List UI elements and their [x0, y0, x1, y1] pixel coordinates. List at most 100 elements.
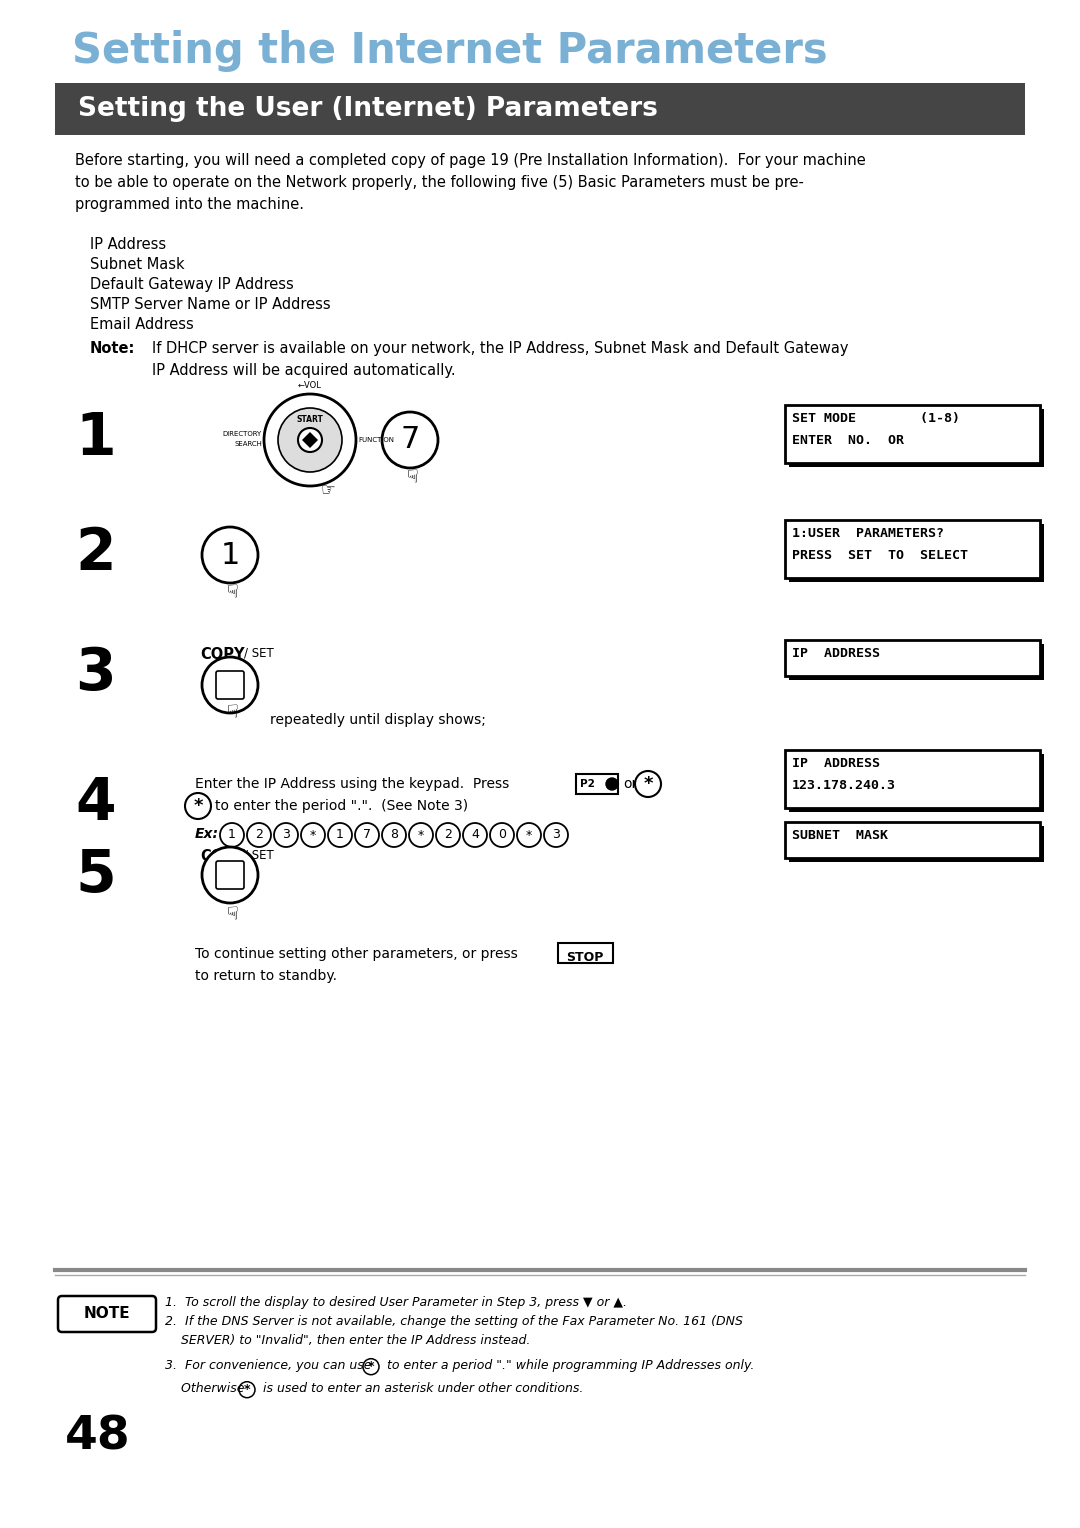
- Circle shape: [382, 413, 438, 468]
- Circle shape: [185, 793, 211, 819]
- Text: 1: 1: [75, 410, 116, 468]
- Text: ☞: ☞: [221, 905, 239, 921]
- Text: *: *: [244, 1383, 251, 1397]
- Text: *: *: [193, 798, 203, 814]
- Text: 4: 4: [75, 775, 116, 833]
- Bar: [55, 83, 1025, 134]
- Circle shape: [220, 824, 244, 847]
- Text: Enter the IP Address using the keypad.  Press: Enter the IP Address using the keypad. P…: [195, 778, 510, 792]
- Text: / SET: / SET: [244, 646, 273, 660]
- Text: is used to enter an asterisk under other conditions.: is used to enter an asterisk under other…: [259, 1381, 583, 1395]
- Text: 1:USER  PARAMETERS?: 1:USER PARAMETERS?: [792, 527, 944, 539]
- Text: *: *: [644, 775, 652, 793]
- FancyBboxPatch shape: [216, 860, 244, 889]
- Circle shape: [328, 824, 352, 847]
- Text: / SET: / SET: [244, 850, 273, 862]
- Text: 7: 7: [401, 425, 420, 454]
- Text: IP  ADDRESS: IP ADDRESS: [792, 756, 880, 770]
- Text: to be able to operate on the Network properly, the following five (5) Basic Para: to be able to operate on the Network pro…: [75, 176, 804, 189]
- Bar: [789, 524, 1044, 582]
- Text: *: *: [418, 828, 424, 842]
- Text: Ex:: Ex:: [195, 827, 219, 840]
- Bar: [785, 520, 1040, 578]
- Text: 123.178.240.3: 123.178.240.3: [792, 779, 896, 792]
- Text: 2.  If the DNS Server is not available, change the setting of the Fax Parameter : 2. If the DNS Server is not available, c…: [165, 1316, 743, 1328]
- Text: To continue setting other parameters, or press: To continue setting other parameters, or…: [195, 947, 517, 961]
- Text: ☞: ☞: [321, 481, 336, 500]
- Text: 8: 8: [390, 828, 399, 842]
- Text: to return to standby.: to return to standby.: [195, 969, 337, 983]
- Circle shape: [239, 1381, 255, 1398]
- FancyBboxPatch shape: [58, 1296, 156, 1332]
- Bar: [785, 750, 1040, 808]
- Text: *: *: [368, 1360, 375, 1374]
- Text: to enter a period "." while programming IP Addresses only.: to enter a period "." while programming …: [383, 1358, 754, 1372]
- Circle shape: [409, 824, 433, 847]
- Text: Subnet Mask: Subnet Mask: [90, 257, 185, 272]
- Circle shape: [202, 527, 258, 584]
- Bar: [558, 943, 613, 963]
- Text: Email Address: Email Address: [90, 316, 193, 332]
- Text: 1: 1: [336, 828, 343, 842]
- Text: to enter the period ".".  (See Note 3): to enter the period ".". (See Note 3): [215, 799, 468, 813]
- Circle shape: [363, 1358, 379, 1375]
- Text: 4: 4: [471, 828, 478, 842]
- Text: 1.  To scroll the display to desired User Parameter in Step 3, press ▼ or ▲.: 1. To scroll the display to desired User…: [165, 1296, 627, 1309]
- Text: 2: 2: [75, 526, 116, 582]
- Circle shape: [355, 824, 379, 847]
- Text: COPY: COPY: [200, 646, 244, 662]
- Circle shape: [517, 824, 541, 847]
- Text: SEARCH: SEARCH: [234, 442, 262, 448]
- Text: START: START: [297, 416, 323, 423]
- Text: ☞: ☞: [221, 584, 239, 599]
- Circle shape: [298, 428, 322, 452]
- Text: 3.  For convenience, you can use: 3. For convenience, you can use: [165, 1358, 372, 1372]
- Text: 7: 7: [363, 828, 372, 842]
- Polygon shape: [302, 432, 318, 448]
- Text: ☞: ☞: [401, 468, 419, 484]
- Bar: [785, 822, 1040, 859]
- Text: 1: 1: [228, 828, 235, 842]
- Text: *: *: [310, 828, 316, 842]
- Text: 1: 1: [220, 541, 240, 570]
- Text: ☞: ☞: [221, 703, 239, 720]
- Bar: [789, 410, 1044, 468]
- Circle shape: [264, 394, 356, 486]
- Bar: [789, 827, 1044, 862]
- Circle shape: [544, 824, 568, 847]
- FancyBboxPatch shape: [216, 671, 244, 698]
- Circle shape: [490, 824, 514, 847]
- Circle shape: [635, 772, 661, 798]
- Text: or: or: [623, 778, 637, 792]
- Text: ENTER  NO.  OR: ENTER NO. OR: [792, 434, 904, 448]
- Text: programmed into the machine.: programmed into the machine.: [75, 197, 303, 212]
- Text: STOP: STOP: [566, 950, 604, 964]
- Text: 5: 5: [75, 847, 116, 905]
- Text: 3: 3: [552, 828, 559, 842]
- Text: repeatedly until display shows;: repeatedly until display shows;: [270, 714, 486, 727]
- Circle shape: [247, 824, 271, 847]
- Text: 2: 2: [255, 828, 262, 842]
- Text: Note:: Note:: [90, 341, 135, 356]
- Text: SET MODE        (1-8): SET MODE (1-8): [792, 413, 960, 425]
- Bar: [785, 405, 1040, 463]
- Text: ←VOL: ←VOL: [298, 380, 322, 390]
- Text: 2: 2: [444, 828, 451, 842]
- Text: If DHCP server is available on your network, the IP Address, Subnet Mask and Def: If DHCP server is available on your netw…: [152, 341, 849, 356]
- Circle shape: [301, 824, 325, 847]
- Text: 3: 3: [282, 828, 289, 842]
- Text: Otherwise: Otherwise: [165, 1381, 244, 1395]
- Circle shape: [382, 824, 406, 847]
- Text: Setting the User (Internet) Parameters: Setting the User (Internet) Parameters: [78, 96, 658, 122]
- Text: DIRECTORY: DIRECTORY: [222, 431, 262, 437]
- Circle shape: [606, 778, 618, 790]
- Text: COPY: COPY: [200, 850, 244, 863]
- Bar: [576, 775, 618, 795]
- Text: Setting the Internet Parameters: Setting the Internet Parameters: [72, 31, 827, 72]
- Circle shape: [278, 408, 342, 472]
- Text: SERVER) to "Invalid", then enter the IP Address instead.: SERVER) to "Invalid", then enter the IP …: [165, 1334, 530, 1348]
- Text: 48: 48: [65, 1415, 131, 1459]
- Text: PRESS  SET  TO  SELECT: PRESS SET TO SELECT: [792, 549, 968, 562]
- Text: IP Address: IP Address: [90, 237, 166, 252]
- Text: NOTE: NOTE: [83, 1306, 131, 1322]
